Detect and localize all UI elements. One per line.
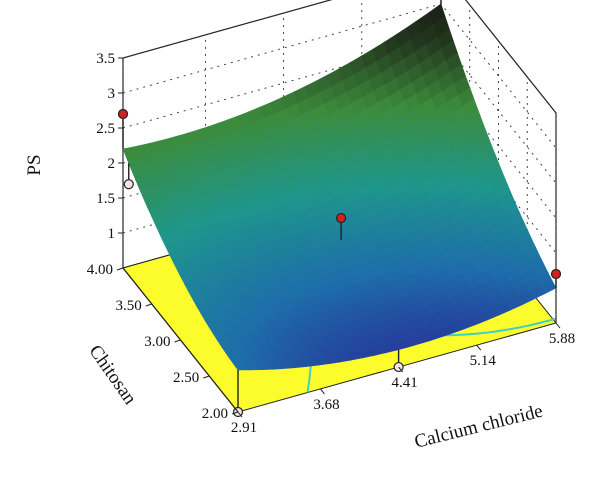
x-tick-mark <box>320 388 325 395</box>
z-tick-label: 2.5 <box>96 121 115 137</box>
z-axis-title: PS <box>24 154 45 175</box>
y-tick-mark <box>145 303 152 307</box>
y-tick-label: 3.50 <box>116 298 142 314</box>
x-tick-mark <box>237 411 243 418</box>
response-surface <box>122 3 557 371</box>
design-points <box>117 0 562 418</box>
z-tick-label: 3.5 <box>96 51 115 67</box>
x-tick-mark <box>476 344 482 351</box>
design-point <box>336 212 347 224</box>
x-tick-mark <box>398 366 403 373</box>
design-point <box>123 179 134 190</box>
y-tick-label: 2.00 <box>202 406 228 422</box>
y-tick-mark <box>231 411 239 415</box>
y-tick-mark <box>116 267 124 271</box>
back-top-edge <box>122 0 333 59</box>
x-tick-label: 4.41 <box>391 375 417 391</box>
x-tick-label: 2.91 <box>231 420 257 436</box>
z-tick-label: 2 <box>108 156 116 172</box>
design-point <box>550 268 562 280</box>
y-tick-mark <box>203 375 210 379</box>
y-tick-label: 4.00 <box>87 262 113 278</box>
y-tick-mark <box>174 339 181 343</box>
surface-patch <box>540 279 557 295</box>
x-tick-label: 5.14 <box>470 353 497 369</box>
x-tick-label: 3.68 <box>313 397 339 413</box>
y-tick-label: 3.00 <box>144 334 170 350</box>
x-tick-mark <box>555 322 561 329</box>
design-point <box>117 108 129 120</box>
z-tick-label: 1.5 <box>96 191 115 207</box>
y-axis-title: Chitosan <box>85 341 141 409</box>
x-tick-label: 5.88 <box>549 331 575 347</box>
y-tick-label: 2.50 <box>173 370 199 386</box>
x-axis-title: Calcium chloride <box>412 401 545 453</box>
z-tick-label: 1 <box>108 226 116 242</box>
tick-labels: 2.91 3.68 4.41 5.14 5.88 2.00 2.50 3.00 3.50 4.00… <box>87 51 575 436</box>
z-tick-label: 3 <box>108 86 116 102</box>
